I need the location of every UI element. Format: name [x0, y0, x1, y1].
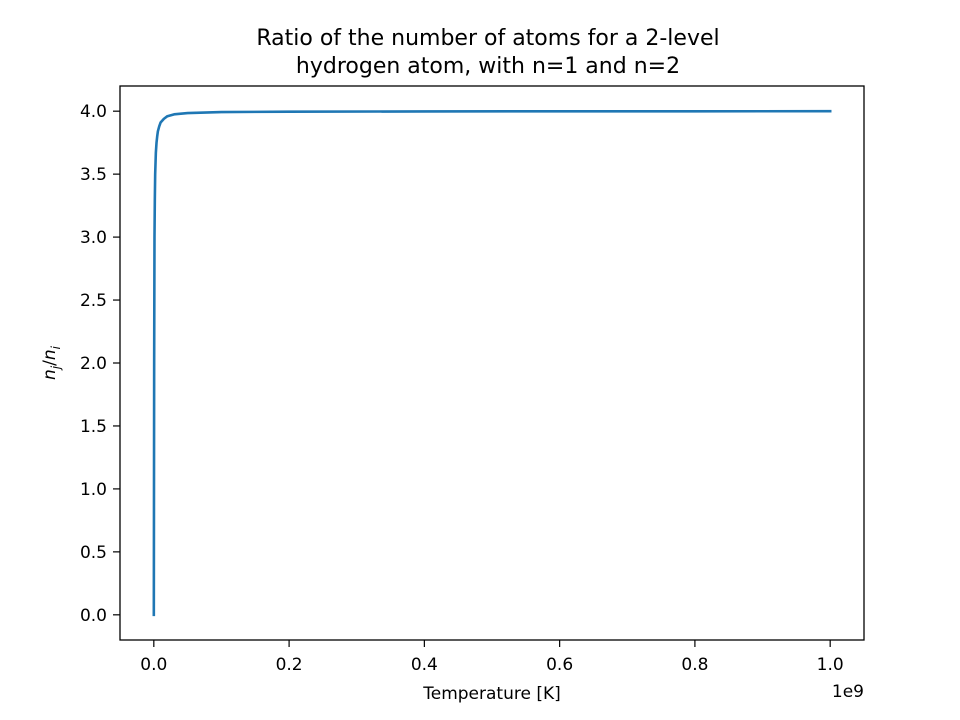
y-tick-label: 2.5: [80, 291, 107, 311]
plot-frame: [119, 85, 865, 641]
y-label-slash: /: [40, 360, 60, 366]
plot-clip-group: [152, 109, 832, 617]
x-tick-label: 0.8: [681, 655, 708, 675]
x-tick-label: 0.0: [140, 655, 167, 675]
series-line: [152, 109, 832, 617]
y-tick-label: 1.5: [80, 417, 107, 437]
y-label-base-1: n: [40, 369, 60, 380]
x-axis-offset-label: 1e9: [832, 682, 864, 702]
y-tick-label: 4.0: [80, 102, 107, 122]
x-axis-label: Temperature [K]: [422, 684, 561, 704]
chart-title-line-2: hydrogen atom, with n=1 and n=2: [296, 54, 680, 79]
x-tick-label: 0.2: [276, 655, 303, 675]
y-tick-label: 0.0: [80, 606, 107, 626]
y-tick-label: 2.0: [80, 354, 107, 374]
y-axis-label: nj/ni: [40, 345, 63, 380]
y-tick-label: 0.5: [80, 543, 107, 563]
y-label-sub-1: j: [49, 365, 63, 371]
chart-title-line-1: Ratio of the number of atoms for a 2-lev…: [256, 26, 719, 51]
x-axis-ticks: 0.0 0.2 0.4 0.6 0.8 1.0: [140, 640, 844, 675]
y-label-sub-2: i: [49, 345, 63, 349]
x-tick-label: 0.6: [546, 655, 573, 675]
plot-area: [120, 86, 864, 640]
y-tick-label: 3.5: [80, 165, 107, 185]
x-tick-label: 1.0: [817, 655, 844, 675]
y-axis-ticks: 0.0 0.5 1.0 1.5 2.0 2.5 3.0 3.5 4.0: [80, 102, 120, 626]
y-tick-label: 3.0: [80, 228, 107, 248]
y-label-base-2: n: [40, 349, 60, 360]
x-tick-label: 0.4: [411, 655, 438, 675]
y-tick-label: 1.0: [80, 480, 107, 500]
